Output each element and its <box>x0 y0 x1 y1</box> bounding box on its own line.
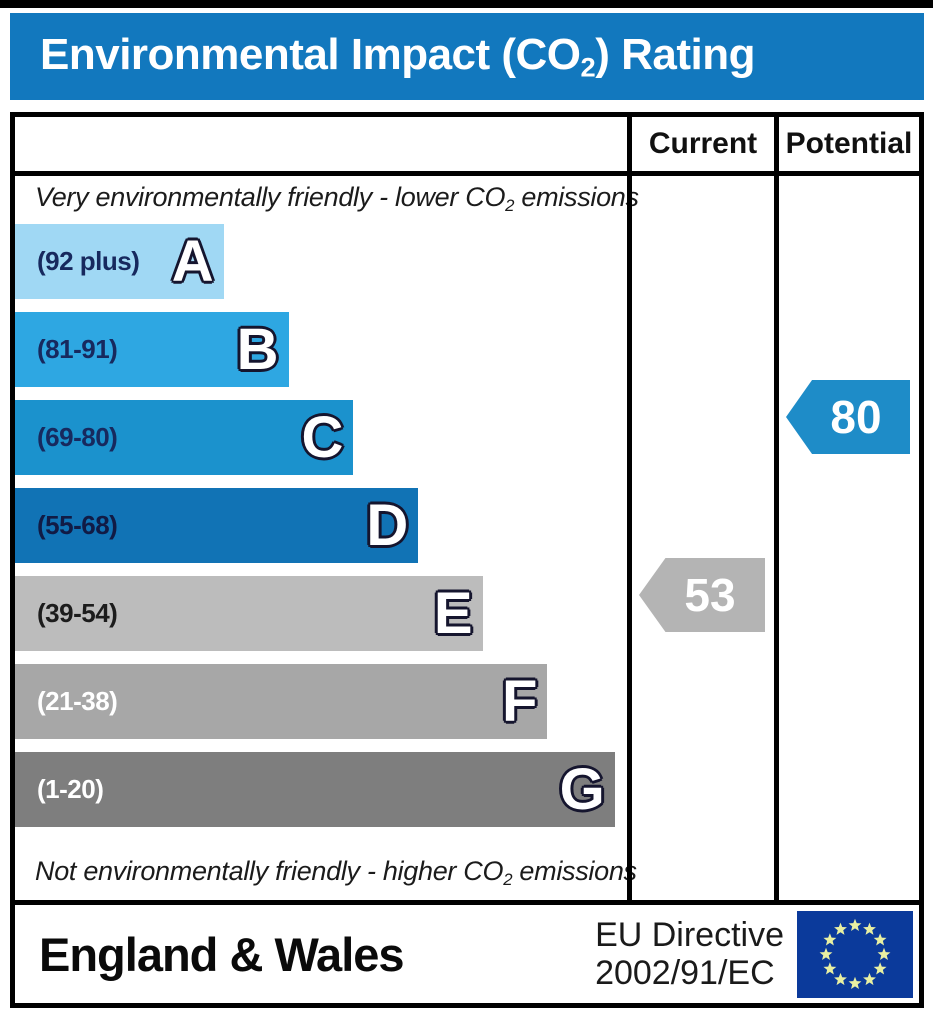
top-note-subscript: 2 <box>505 196 515 216</box>
region-label: England & Wales <box>39 927 405 981</box>
current-rating-arrow: 53 <box>639 558 765 632</box>
page-title: Environmental Impact (CO2) Rating <box>40 30 755 84</box>
band-row-g: (1-20) G <box>15 752 615 827</box>
epc-rating-chart: Current Potential Very environmentally f… <box>10 112 924 900</box>
band-letter: C <box>301 404 344 470</box>
band-range-label: (39-54) <box>37 598 118 628</box>
bottom-note: Not environmentally friendly - higher CO… <box>35 856 637 890</box>
bottom-note-subscript: 2 <box>503 870 513 889</box>
band-letter: A <box>171 228 214 294</box>
band-chart-area: Very environmentally friendly - lower CO… <box>15 176 639 900</box>
eu-directive-line2: 2002/91/EC <box>595 954 775 992</box>
top-note-text: Very environmentally friendly - lower CO <box>35 182 506 212</box>
band-row-b: (81-91) B <box>15 312 289 387</box>
eu-flag-icon <box>797 910 913 998</box>
potential-rating-value: 80 <box>830 391 882 443</box>
band-row-f: (21-38) F <box>15 664 548 739</box>
potential-column: 80 <box>774 176 919 900</box>
band-row-c: (69-80) C <box>15 400 354 475</box>
top-note: Very environmentally friendly - lower CO… <box>35 182 639 216</box>
title-bar: Environmental Impact (CO2) Rating <box>10 13 924 100</box>
chart-header-spacer <box>15 117 627 176</box>
rating-bands: (92 plus) A (81-91) B (69-80) C (55-68) … <box>15 224 627 827</box>
band-row-e: (39-54) E <box>15 576 483 651</box>
band-letter: B <box>236 316 279 382</box>
eu-directive-label: EU Directive 2002/91/EC <box>595 916 784 993</box>
current-column-header: Current <box>627 117 774 176</box>
band-letter: G <box>559 756 605 822</box>
band-row-a: (92 plus) A <box>15 224 224 299</box>
top-border-strip <box>0 0 933 8</box>
potential-column-header: Potential <box>774 117 919 176</box>
page-title-text-end: ) Rating <box>595 29 755 79</box>
page-title-text: Environmental Impact (CO <box>40 29 581 79</box>
current-column: 53 <box>627 176 774 900</box>
band-range-label: (69-80) <box>37 422 118 452</box>
band-range-label: (92 plus) <box>37 246 140 276</box>
potential-rating-arrow: 80 <box>786 380 910 454</box>
band-range-label: (1-20) <box>37 774 104 804</box>
eu-directive-line1: EU Directive <box>595 915 784 954</box>
top-note-text-end: emissions <box>514 182 639 212</box>
current-rating-value: 53 <box>684 569 736 621</box>
bottom-note-text-end: emissions <box>512 855 637 886</box>
band-letter: D <box>366 492 409 558</box>
band-letter: E <box>433 580 473 646</box>
band-row-d: (55-68) D <box>15 488 419 563</box>
page-title-subscript: 2 <box>580 51 596 83</box>
band-range-label: (21-38) <box>37 686 118 716</box>
bottom-note-text: Not environmentally friendly - higher CO <box>35 855 504 886</box>
band-range-label: (81-91) <box>37 334 118 364</box>
band-range-label: (55-68) <box>37 510 118 540</box>
footer-bar: England & Wales EU Directive 2002/91/EC <box>10 900 924 1008</box>
band-letter: F <box>502 668 538 734</box>
